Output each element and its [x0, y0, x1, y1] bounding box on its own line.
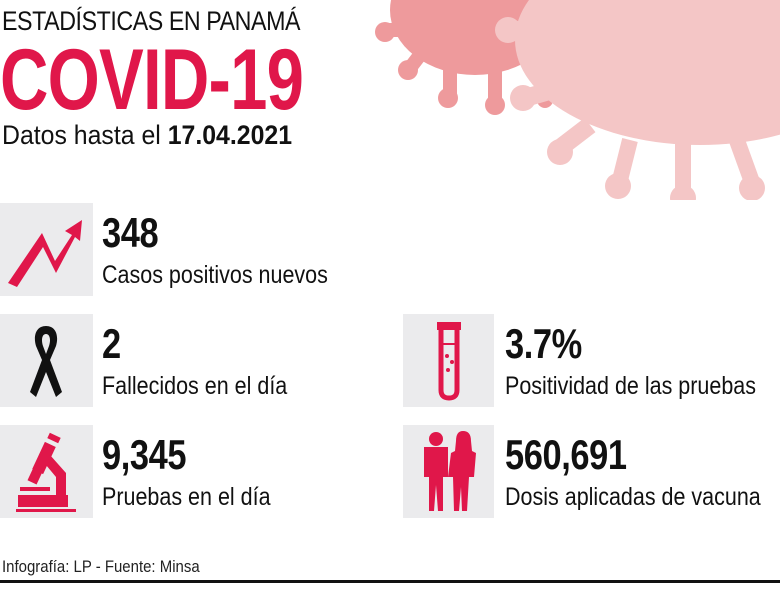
page-title: COVID-19 [0, 32, 304, 128]
stat-value: 560,691 [505, 431, 627, 478]
stat-value: 2 [102, 320, 121, 367]
virus-illustration [375, 0, 780, 200]
stat-label: Pruebas en el día [102, 483, 271, 511]
stat-value: 9,345 [102, 431, 187, 478]
source-credit: Infografía: LP - Fuente: Minsa [2, 557, 200, 576]
stat-label: Positividad de las pruebas [505, 372, 756, 400]
data-date: 17.04.2021 [167, 120, 293, 150]
trend-up-arrow-icon [0, 203, 93, 296]
subtitle: Datos hasta el 17.04.2021 [2, 120, 292, 151]
subtitle-prefix: Datos hasta el [2, 120, 168, 150]
microscope-icon [0, 425, 93, 518]
kicker: ESTADÍSTICAS EN PANAMÁ [2, 6, 301, 36]
stat-label: Fallecidos en el día [102, 372, 288, 400]
bottom-divider [0, 580, 780, 583]
people-icon [403, 425, 494, 518]
stat-value: 3.7% [505, 320, 582, 367]
stat-label: Casos positivos nuevos [102, 261, 328, 289]
mourning-ribbon-icon [0, 314, 93, 407]
stat-value: 348 [102, 209, 159, 256]
stat-label: Dosis aplicadas de vacuna [505, 483, 761, 511]
test-tube-icon [403, 314, 494, 407]
